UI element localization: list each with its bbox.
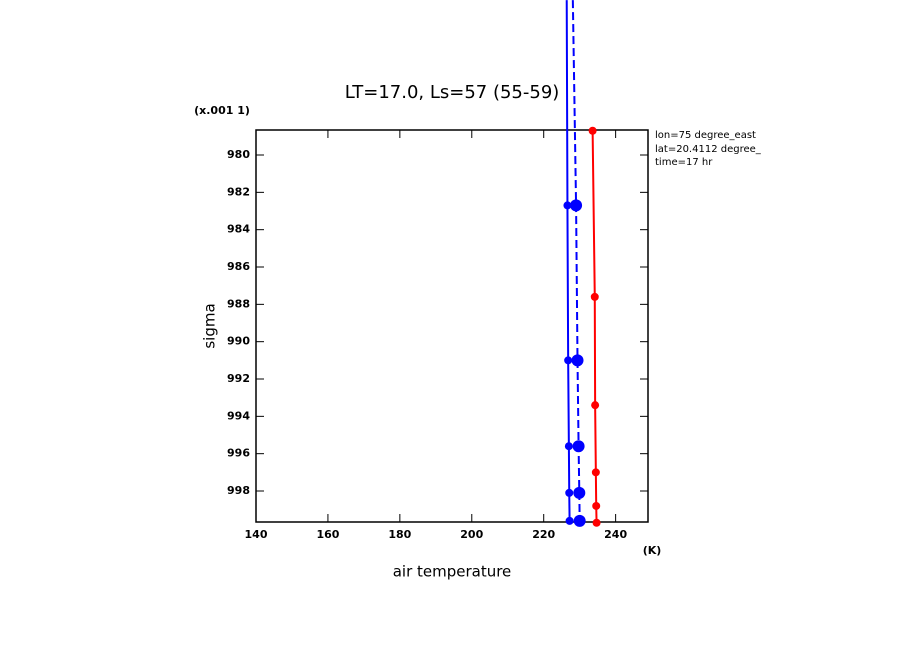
x-tick-label: 240 (604, 528, 627, 541)
x-axis-label: air temperature (393, 563, 512, 581)
y-tick-label: 984 (227, 223, 250, 236)
x-tick-label: 200 (460, 528, 483, 541)
annotation: time=17 hr (655, 157, 713, 168)
data-point (590, 292, 599, 301)
y-axis-label: sigma (201, 303, 219, 348)
data-point (565, 516, 574, 525)
data-point (591, 401, 600, 410)
data-point (592, 501, 601, 510)
chart-title: LT=17.0, Ls=57 (55-59) (345, 82, 560, 103)
y-tick-label: 990 (227, 335, 250, 348)
y-tick-label: 988 (227, 297, 250, 310)
x-unit: (K) (643, 544, 662, 557)
x-tick-label: 140 (245, 528, 268, 541)
data-point (564, 442, 573, 451)
data-point (588, 126, 597, 135)
data-point (573, 514, 586, 527)
x-tick-label: 220 (532, 528, 555, 541)
data-point (563, 201, 572, 210)
y-unit: (x.001 1) (194, 104, 250, 117)
data-point (564, 356, 573, 365)
y-tick-label: 982 (227, 185, 250, 198)
series-line (565, 0, 571, 521)
x-tick-label: 160 (316, 528, 339, 541)
data-point (570, 199, 583, 212)
plot-frame (255, 129, 649, 523)
y-tick-label: 980 (227, 148, 250, 161)
data-point (565, 488, 574, 497)
data-point (591, 468, 600, 477)
data-point (573, 486, 586, 499)
y-tick-label: 992 (227, 372, 250, 385)
series-line (591, 130, 598, 523)
x-tick-label: 180 (388, 528, 411, 541)
y-tick-label: 996 (227, 447, 250, 460)
y-tick-label: 994 (227, 409, 250, 422)
y-tick-label: 998 (227, 484, 250, 497)
annotation: lat=20.4112 degree_ (655, 144, 762, 155)
data-point (592, 518, 601, 527)
annotation: lon=75 degree_east (655, 130, 756, 141)
data-point (571, 354, 584, 367)
y-tick-label: 986 (227, 260, 250, 273)
data-point (572, 440, 585, 453)
